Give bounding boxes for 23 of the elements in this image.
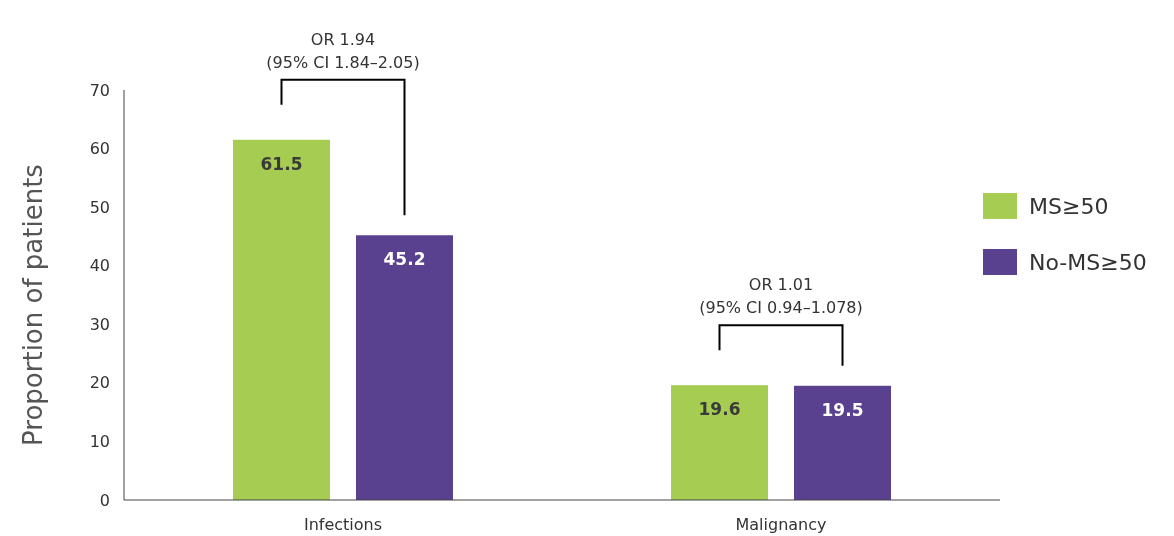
data-label: 19.5 (821, 399, 864, 420)
text: OR 1.94 (95% CI 1.84–2.05) (266, 29, 420, 72)
legend-label: No-MS≥50 (1029, 249, 1147, 275)
data-label: 45.2 (383, 249, 426, 270)
x-tick-label: Malignancy (735, 515, 827, 534)
y-tick-label: 10 (89, 432, 110, 452)
y-tick-label: 70 (89, 80, 110, 100)
data-label: 19.6 (698, 399, 741, 420)
y-axis-title: Proportion of patients (18, 164, 48, 446)
bar (233, 139, 330, 500)
y-tick-label: 20 (89, 373, 110, 393)
x-tick-label: Infections (303, 515, 383, 534)
y-tick-label: 50 (89, 197, 110, 217)
annotation: OR 1.01 (95% CI 0.94–1.078) (699, 275, 863, 318)
y-tick-label: 40 (89, 256, 110, 276)
bar (671, 385, 768, 500)
bar (794, 385, 891, 500)
legend-label: MS≥50 (1029, 193, 1109, 219)
y-tick-label: 60 (89, 139, 110, 159)
data-label: 61.5 (260, 153, 303, 174)
y-tick-label: 0 (99, 490, 110, 510)
bar (356, 235, 453, 500)
y-tick-label: 30 (89, 314, 110, 334)
